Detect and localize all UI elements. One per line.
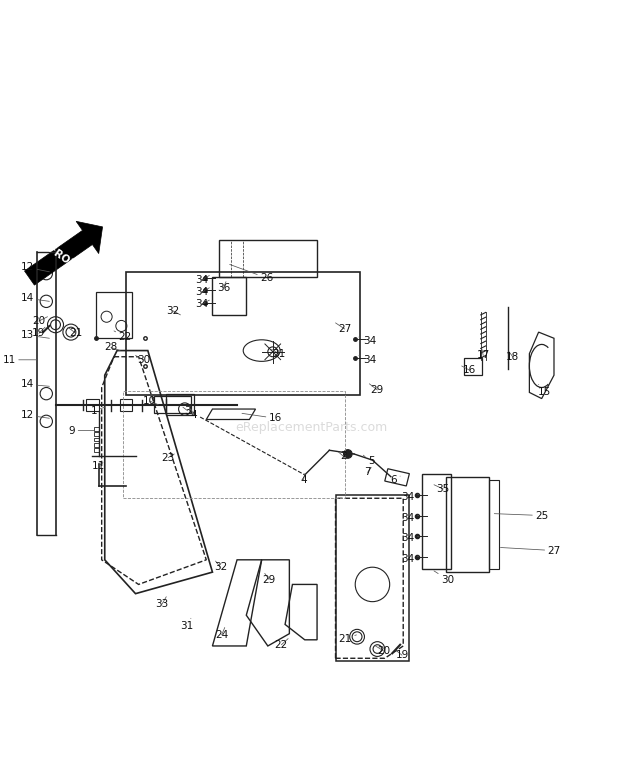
Text: 22: 22 [275, 639, 288, 649]
Text: 33: 33 [156, 597, 169, 609]
Text: 11: 11 [92, 461, 105, 471]
Bar [126, 272, 360, 395]
Text: 4: 4 [191, 409, 197, 420]
Text: 9: 9 [69, 425, 94, 436]
Text: 29: 29 [370, 384, 384, 395]
Bar [489, 480, 498, 569]
Bar [94, 432, 99, 436]
Text: 34: 34 [195, 287, 210, 297]
Text: 30: 30 [136, 355, 150, 365]
Text: 34: 34 [402, 513, 418, 523]
Bar [94, 438, 99, 441]
Text: 36: 36 [217, 281, 230, 293]
Text: 32: 32 [166, 305, 180, 315]
Text: 16: 16 [462, 365, 476, 375]
Text: 10: 10 [143, 396, 158, 406]
Bar [94, 449, 99, 452]
Text: 11: 11 [2, 355, 37, 365]
Text: 32: 32 [214, 561, 227, 572]
Circle shape [343, 449, 352, 458]
Text: 35: 35 [434, 484, 450, 494]
Text: 26: 26 [229, 264, 273, 283]
Text: 6: 6 [391, 475, 400, 485]
Text: 31: 31 [180, 618, 193, 632]
Text: 14: 14 [21, 380, 50, 389]
Bar [166, 394, 194, 415]
Text: 5: 5 [363, 455, 374, 467]
Text: 34: 34 [402, 492, 418, 502]
Text: 3: 3 [183, 406, 191, 416]
Text: 34: 34 [359, 355, 376, 365]
Text: 13: 13 [21, 330, 50, 340]
Text: 7: 7 [364, 467, 371, 477]
Bar [95, 292, 133, 338]
Text: 34: 34 [402, 533, 418, 543]
Text: eReplacementParts.com: eReplacementParts.com [235, 421, 387, 434]
Bar [86, 398, 99, 411]
Text: 30: 30 [434, 571, 454, 584]
Text: 16: 16 [242, 413, 282, 423]
Bar [94, 427, 99, 431]
Text: 4: 4 [300, 474, 307, 485]
Text: 1: 1 [91, 406, 105, 416]
Text: 15: 15 [538, 384, 551, 398]
Text: 20: 20 [376, 646, 390, 656]
Text: 19: 19 [32, 327, 45, 339]
Text: 31: 31 [272, 349, 286, 359]
Text: 21: 21 [339, 634, 356, 643]
Text: 12: 12 [21, 263, 50, 273]
Text: 21: 21 [68, 327, 82, 339]
Text: 19: 19 [396, 650, 409, 660]
Text: 34: 34 [195, 275, 210, 284]
Text: 18: 18 [506, 352, 520, 362]
Bar [94, 443, 99, 446]
Text: 34: 34 [402, 553, 418, 563]
Text: 20: 20 [32, 316, 48, 326]
Text: 25: 25 [494, 511, 548, 521]
Circle shape [268, 347, 278, 356]
Text: 29: 29 [262, 574, 276, 584]
Text: 12: 12 [21, 410, 50, 420]
Text: TO FRONT: TO FRONT [30, 232, 84, 274]
Text: 27: 27 [335, 323, 352, 334]
Text: 14: 14 [21, 293, 50, 303]
Bar [120, 398, 133, 411]
Text: 22: 22 [114, 331, 131, 342]
Bar [154, 396, 191, 413]
Text: 2: 2 [339, 451, 347, 461]
Circle shape [179, 403, 191, 415]
Bar [335, 495, 409, 661]
Text: 34: 34 [359, 336, 376, 346]
Polygon shape [25, 222, 102, 285]
Text: 17: 17 [477, 350, 490, 360]
Text: 28: 28 [104, 343, 120, 353]
Text: 24: 24 [215, 628, 228, 640]
Text: 27: 27 [500, 546, 560, 556]
Bar [422, 474, 451, 569]
Bar [123, 391, 345, 498]
Text: 34: 34 [195, 299, 210, 309]
Text: 23: 23 [162, 453, 175, 463]
